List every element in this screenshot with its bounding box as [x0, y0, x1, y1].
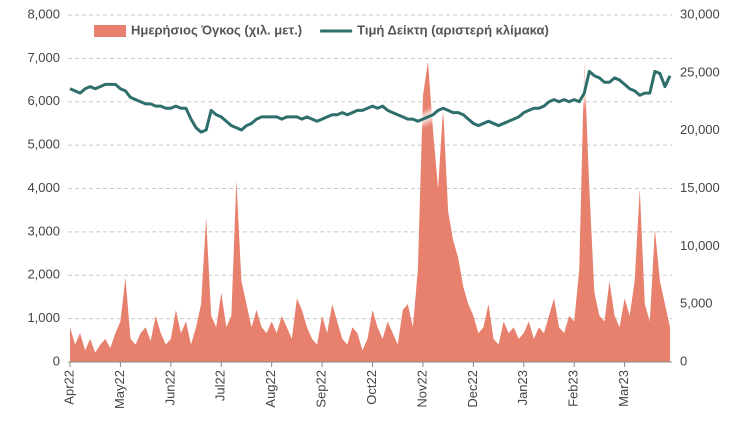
x-tick-label: Mar23	[616, 370, 631, 407]
volume-area	[70, 61, 670, 363]
x-tick-label: Apr22	[61, 370, 76, 405]
legend-box	[86, 18, 646, 44]
y2-tick-label: 30,000	[680, 6, 720, 21]
x-tick-label: Oct22	[364, 370, 379, 405]
legend-swatch	[94, 25, 126, 37]
x-tick-label: Feb23	[566, 370, 581, 407]
marks	[68, 61, 675, 363]
y-tick-label: 3,000	[27, 223, 60, 238]
legend: Ημερήσιος Όγκος (χιλ. μετ.) Τιμή Δείκτη (…	[86, 18, 646, 44]
grid	[68, 14, 672, 363]
x-tick-label: Nov22	[414, 370, 429, 408]
y2-tick-label: 10,000	[680, 238, 720, 253]
y2-tick-label: 0	[680, 353, 687, 368]
legend-label: Ημερήσιος Όγκος (χιλ. μετ.)	[131, 22, 302, 37]
index-line	[69, 69, 672, 134]
x-tick-label: Jun22	[162, 370, 177, 405]
y-tick-label: 7,000	[27, 50, 60, 65]
y-tick-label: 8,000	[27, 6, 60, 21]
y-tick-label: 0	[53, 353, 60, 368]
y-tick-label: 1,000	[27, 310, 60, 325]
y-tick-label: 2,000	[27, 267, 60, 282]
y-tick-label: 6,000	[27, 93, 60, 108]
x-tick-label: Jan23	[515, 370, 530, 405]
y2-tick-label: 5,000	[680, 296, 713, 311]
y2-tick-label: 20,000	[680, 122, 720, 137]
legend-label: Τιμή Δείκτη (αριστερή κλίμακα)	[357, 22, 549, 37]
y-tick-label: 5,000	[27, 137, 60, 152]
x-tick-label: May22	[112, 370, 127, 409]
y2-tick-label: 25,000	[680, 64, 720, 79]
y-tick-label: 4,000	[27, 180, 60, 195]
x-tick-label: Aug22	[263, 370, 278, 408]
x-tick-label: Sep22	[314, 370, 329, 408]
x-tick-label: Jul22	[213, 370, 228, 401]
x-tick-label: Dec22	[465, 370, 480, 408]
y2-tick-label: 15,000	[680, 180, 720, 195]
axes: 0 1,000 2,000 3,000 4,000 5,000 6,000 7,000 8,00…	[27, 6, 719, 409]
